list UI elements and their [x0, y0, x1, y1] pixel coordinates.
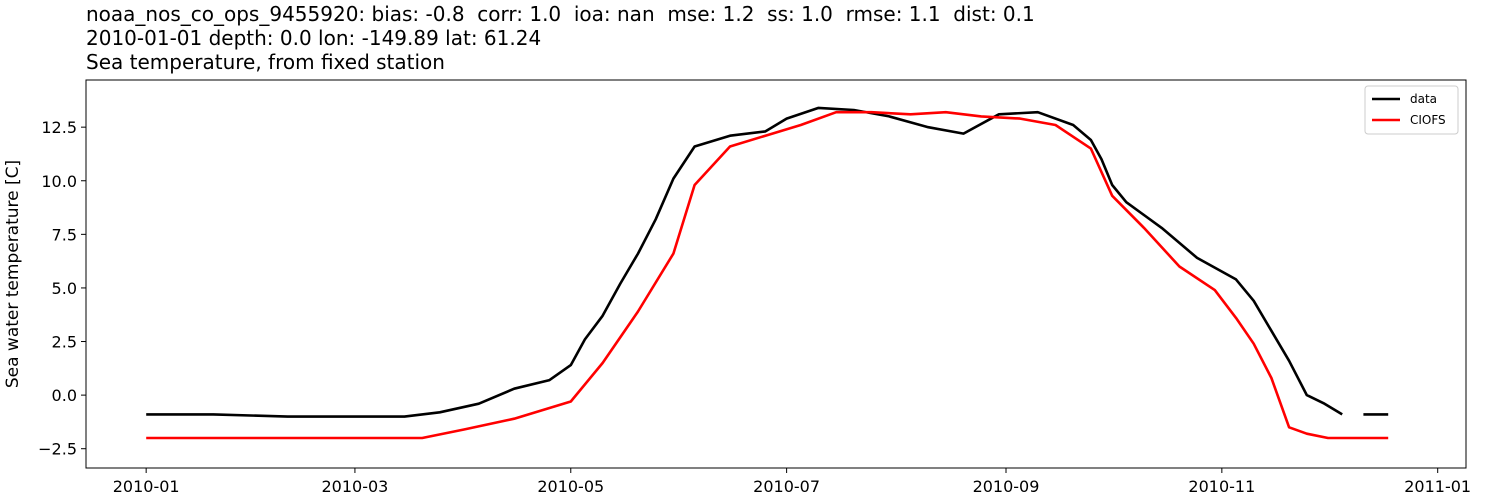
series-lines — [146, 106, 1389, 440]
x-tick-label: 2010-05 — [537, 477, 604, 496]
y-tick-label: 10.0 — [41, 172, 77, 191]
y-tick-label: 2.5 — [52, 333, 77, 352]
y-tick-label: 12.5 — [41, 118, 77, 137]
legend-label-data: data — [1410, 92, 1437, 106]
x-tick-label: 2010-11 — [1188, 477, 1255, 496]
x-tick-label: 2010-07 — [753, 477, 820, 496]
plot-area-frame — [85, 79, 1467, 469]
legend: data CIOFS — [1364, 85, 1459, 135]
y-tick-label: 5.0 — [52, 279, 77, 298]
y-axis: −2.5 0.0 2.5 5.0 7.5 10.0 12.5 — [38, 118, 86, 459]
y-tick-label: −2.5 — [38, 440, 77, 459]
chart-title-station-info: 2010-01-01 depth: 0.0 lon: -149.89 lat: … — [86, 26, 542, 50]
y-axis-label: Sea water temperature [C] — [3, 160, 23, 388]
chart-title-stats: noaa_nos_co_ops_9455920: bias: -0.8 corr… — [86, 2, 1035, 26]
x-axis: 2010-01 2010-03 2010-05 2010-07 2010-09 2010-… — [113, 468, 1471, 496]
x-tick-label: 2010-03 — [321, 477, 388, 496]
x-tick-label: 2011-01 — [1404, 477, 1471, 496]
series-line-ciofs — [146, 110, 1389, 440]
series-line-data — [146, 106, 1343, 418]
legend-label-ciofs: CIOFS — [1410, 113, 1446, 127]
chart-title-block: noaa_nos_co_ops_9455920: bias: -0.8 corr… — [86, 2, 1035, 74]
y-tick-label: 7.5 — [52, 225, 77, 244]
x-tick-label: 2010-01 — [113, 477, 180, 496]
chart-title-description: Sea temperature, from fixed station — [86, 50, 445, 74]
x-tick-label: 2010-09 — [973, 477, 1040, 496]
y-tick-label: 0.0 — [52, 386, 77, 405]
